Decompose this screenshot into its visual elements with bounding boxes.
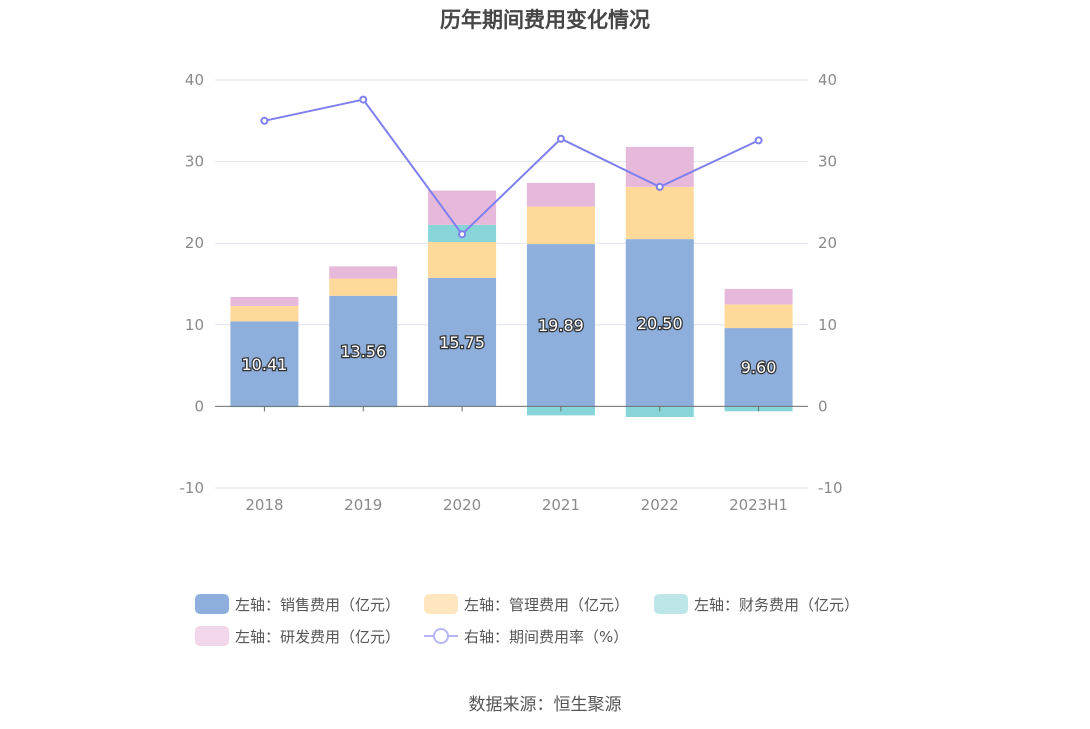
x-axis-category-label: 2018 [245,496,283,514]
bar-segment-0-4 [625,239,694,407]
bar-segment-1-0 [230,305,299,322]
left-axis-tick-label: -10 [180,479,205,497]
bar-segment-3-1 [329,266,398,279]
x-axis: 2018 2019 2020 2021 2022 2023H1 [215,405,808,514]
bar-value-label: 20.50 [637,314,683,333]
right-axis-tick-label: 30 [818,153,837,171]
legend-item-finance[interactable]: 左轴：财务费用（亿元） [654,592,859,616]
legend-label-finance: 左轴：财务费用（亿元） [694,595,860,614]
x-axis-category-label: 2021 [542,496,580,514]
left-axis-tick-label: 40 [185,71,204,89]
expense-ratio-point [754,136,763,145]
right-axis-tick-label: 0 [818,397,828,415]
x-axis-category-label: 2023H1 [729,496,788,514]
line-layer [260,95,763,239]
bar-labels-layer: 10.41 13.56 15.75 19.89 20.50 9.60 [240,313,777,379]
expense-ratio-point [359,95,368,104]
legend-line-marker-icon [424,626,458,646]
bar-segment-1-5 [724,304,793,329]
legend-item-admin[interactable]: 左轴：管理费用（亿元） [424,592,629,616]
bar-segment-3-2 [428,190,497,225]
legend-label-sales: 左轴：销售费用（亿元） [235,595,401,614]
left-axis: -10 0 10 20 30 40 [180,71,205,497]
x-axis-category-label: 2019 [344,496,382,514]
bar-segment-0-2 [428,277,497,407]
legend-swatch-rnd [195,626,229,646]
legend-swatch-sales [195,594,229,614]
bar-value-label: 19.89 [538,316,584,335]
legend-item-rnd[interactable]: 左轴：研发费用（亿元） [195,624,400,648]
chart-title: 历年期间费用变化情况 [440,8,650,32]
bar-value-label: 9.60 [741,358,777,377]
left-axis-tick-label: 0 [194,397,204,415]
right-axis-tick-label: -10 [818,479,843,497]
bar-segment-3-5 [724,288,793,305]
bar-segment-0-5 [724,328,793,407]
bar-segment-1-2 [428,241,497,278]
bar-segment-1-3 [526,206,595,245]
right-axis-tick-label: 10 [818,316,837,334]
legend-item-sales[interactable]: 左轴：销售费用（亿元） [195,592,400,616]
bar-segment-3-0 [230,296,299,306]
bar-segment-0-0 [230,321,299,407]
x-axis-category-label: 2020 [443,496,481,514]
bar-segment-3-3 [526,182,595,207]
bar-segment-0-1 [329,295,398,407]
bar-segment-2-4 [625,406,694,418]
bar-segment-3-4 [625,146,694,187]
expense-ratio-point [655,182,664,191]
bar-value-label: 15.75 [439,333,485,352]
expense-ratio-point [458,230,467,239]
bar-value-label: 13.56 [340,342,386,361]
bar-segment-1-4 [625,186,694,240]
legend-label-admin: 左轴：管理费用（亿元） [464,595,630,614]
legend-item-expense-ratio[interactable]: 右轴：期间费用率（%） [424,624,628,648]
bar-segment-0-3 [526,244,595,407]
legend-swatch-finance [654,594,688,614]
expense-ratio-point [556,134,565,143]
left-axis-tick-label: 10 [185,316,204,334]
bars-layer [230,146,793,418]
bar-value-label: 10.41 [242,355,288,374]
data-source: 数据来源：恒生聚源 [468,695,622,715]
left-axis-tick-label: 20 [185,234,204,252]
right-axis-tick-label: 20 [818,234,837,252]
expense-ratio-point [260,116,269,125]
legend-swatch-admin [424,594,458,614]
right-axis-tick-label: 40 [818,71,837,89]
x-axis-category-label: 2022 [641,496,679,514]
left-axis-tick-label: 30 [185,153,204,171]
legend-label-expense-ratio: 右轴：期间费用率（%） [464,627,629,646]
expense-ratio-line [264,98,760,236]
legend-label-rnd: 左轴：研发费用（亿元） [235,627,401,646]
grid-layer [215,79,808,489]
right-axis: -10 0 10 20 30 40 [818,71,843,497]
bar-segment-1-1 [329,278,398,296]
